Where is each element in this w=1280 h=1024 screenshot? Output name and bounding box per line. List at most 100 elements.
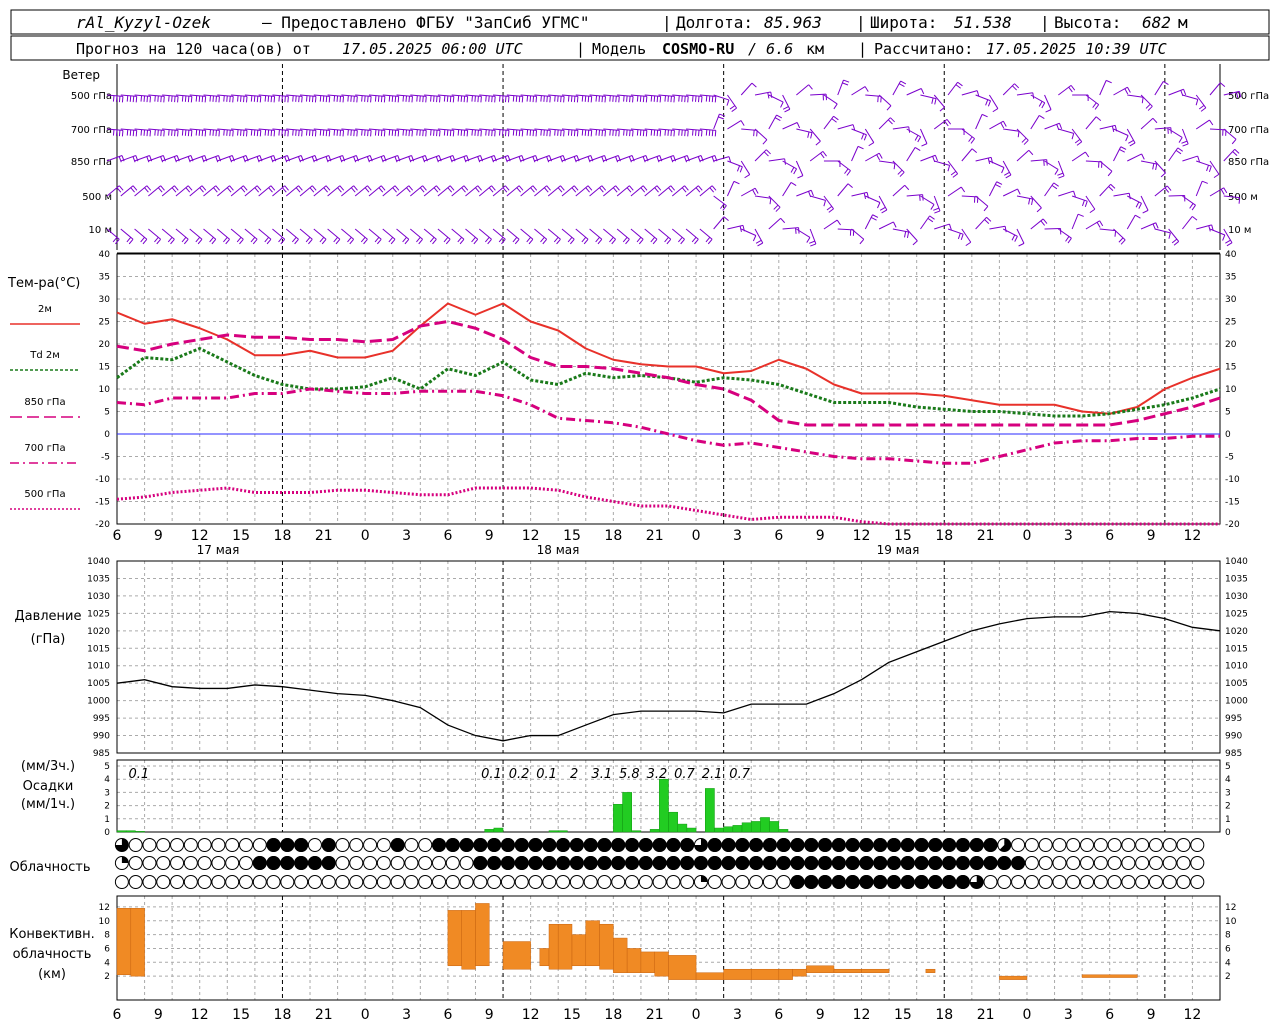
cloud-cover-circle — [1011, 838, 1026, 852]
wind-barb-feather — [557, 187, 563, 193]
wind-barb — [851, 146, 859, 162]
cloud-cover-full — [487, 856, 502, 870]
wind-barb-feather — [157, 129, 159, 136]
wind-barb-feather — [1038, 115, 1045, 120]
separator: | — [858, 40, 867, 58]
wind-barb-feather — [576, 96, 579, 103]
wind-barb — [796, 228, 811, 238]
precip-3h-label: 2 — [570, 767, 578, 782]
wind-barb-feather — [305, 95, 308, 102]
wind-barb-feather — [374, 129, 377, 136]
wind-barb-feather — [246, 130, 248, 137]
wind-barb-feather — [146, 185, 152, 191]
wind-barb-feather — [656, 185, 662, 191]
wind-barb-feather — [402, 129, 405, 136]
wind-barb — [410, 94, 427, 97]
wind-barb — [699, 155, 716, 162]
wind-barb-feather — [590, 130, 593, 137]
wind-barb-feather — [128, 238, 134, 245]
wind-barb-feather — [898, 83, 905, 87]
wind-barb-feather — [121, 130, 124, 137]
wind-barb-feather — [645, 96, 648, 103]
wind-barb-feather — [512, 129, 515, 136]
wind-barb-feather — [1219, 82, 1226, 87]
hour-label: 12 — [522, 528, 540, 544]
wind-barb — [865, 152, 880, 162]
wind-barb-feather — [615, 96, 617, 103]
wind-barb-feather — [526, 95, 529, 102]
wind-barb-feather — [1208, 166, 1212, 173]
wind-barb-feather — [528, 238, 534, 245]
wind-barb-feather — [720, 203, 725, 209]
wind-barb-feather — [946, 119, 952, 125]
wind-barb-feather — [488, 129, 490, 136]
precip-bar — [723, 826, 734, 833]
wind-barb-feather — [512, 95, 515, 102]
prec-tick-left: 3 — [104, 788, 110, 798]
wind-barb-feather — [1074, 138, 1081, 144]
cloud-cover-circle — [211, 875, 226, 889]
wind-barb-feather — [705, 129, 708, 136]
cloud-cover-circle — [762, 875, 777, 889]
wind-barb — [465, 128, 482, 131]
cloud-cover-circle — [1052, 875, 1067, 889]
cloud-cover-full — [445, 838, 460, 852]
wind-barb-feather — [195, 129, 198, 136]
wind-barb-feather — [981, 113, 988, 118]
wind-barb-feather — [1225, 239, 1231, 244]
cloud-cover-partial — [700, 875, 708, 882]
wind-barb-feather — [1071, 133, 1075, 140]
wind-barb — [548, 155, 564, 162]
wind-barb-feather — [752, 189, 756, 196]
cloud-cover-circle — [266, 875, 281, 889]
wind-barb-feather — [870, 216, 877, 221]
wind-barb — [285, 228, 299, 240]
cloud-cover-circle — [376, 875, 391, 889]
prec-tick-right: 0 — [1225, 828, 1231, 838]
wind-barb — [672, 94, 689, 97]
wind-barb-feather — [170, 238, 175, 245]
wind-level-label-left: 500 гПа — [71, 91, 112, 102]
wind-barb — [492, 155, 509, 162]
wind-barb-feather — [367, 185, 372, 191]
wind-barb — [934, 160, 950, 166]
wind-barb — [686, 94, 703, 97]
wind-barb — [368, 128, 385, 131]
wind-barb-feather — [955, 84, 961, 89]
pres-tick-left: 1005 — [87, 679, 110, 689]
cloud-cover-circle — [1066, 856, 1081, 870]
wind-barb-feather — [775, 206, 781, 212]
wind-barb-feather — [618, 96, 620, 103]
hour-label-bottom: 18 — [604, 1007, 622, 1023]
wind-barb — [1127, 153, 1142, 162]
cloud-cover-circle — [638, 875, 653, 889]
cloud-cover-circle — [680, 875, 695, 889]
wind-barb-feather — [535, 96, 538, 103]
wind-barb-feather — [264, 237, 270, 243]
wind-barb — [106, 94, 123, 97]
wind-barb-feather — [540, 95, 542, 102]
wind-barb — [148, 128, 165, 131]
wind-barb — [1058, 128, 1074, 134]
cloud-cover-full — [873, 875, 888, 889]
wind-barb — [975, 216, 987, 230]
cloud-cover-full — [294, 856, 309, 870]
conv-cloud-bar — [116, 908, 132, 976]
wind-barb-feather — [659, 130, 662, 137]
temp-series-line — [116, 320, 1221, 427]
wind-barb — [1058, 84, 1072, 96]
wind-barb — [299, 228, 313, 240]
wind-barb-feather — [445, 238, 451, 245]
wind-barb — [989, 225, 1006, 230]
wind-barb-feather — [640, 187, 646, 193]
wind-barb-feather — [474, 95, 476, 102]
hour-label-bottom: 9 — [816, 1007, 825, 1023]
wind-barb — [258, 128, 275, 131]
wind-barb-feather — [571, 187, 577, 193]
cloud-cover-circle — [1066, 838, 1081, 852]
wind-barb-feather — [629, 185, 634, 191]
wind-barb-feather — [708, 129, 711, 136]
hour-label-bottom: 12 — [853, 1007, 871, 1023]
pres-tick-right: 1035 — [1225, 574, 1248, 584]
wind-barb — [134, 155, 150, 162]
